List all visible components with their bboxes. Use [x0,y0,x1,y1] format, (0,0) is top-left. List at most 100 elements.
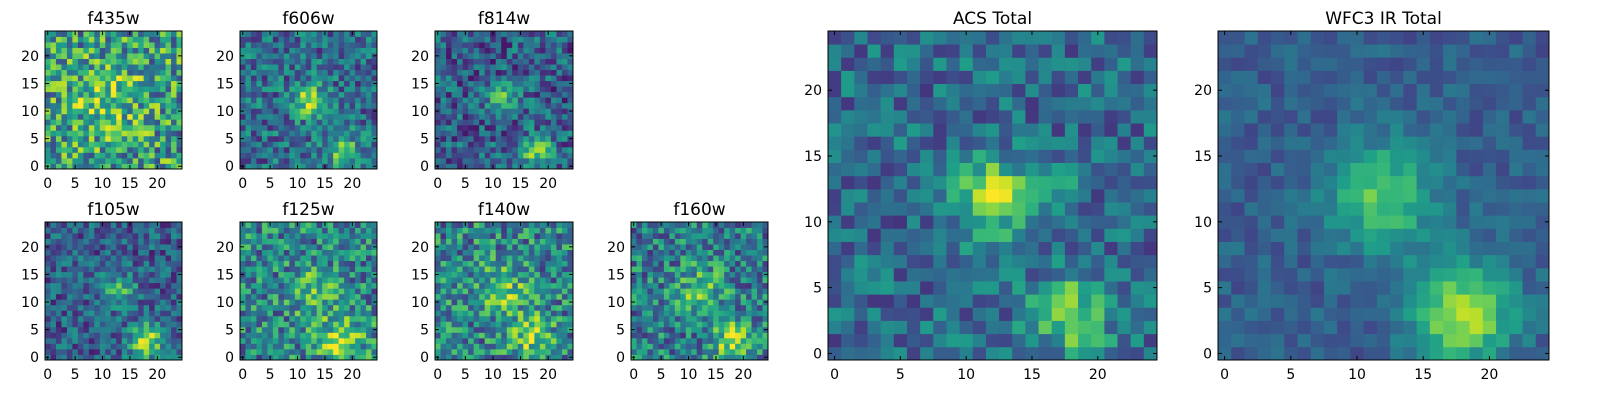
heatmap-cell [652,354,659,361]
heatmap-cell [154,244,161,250]
heatmap-cell [680,348,687,355]
y-tick-label: 10 [607,295,625,311]
heatmap-cell [77,157,84,164]
heatmap-cell [473,119,480,126]
heatmap-cell [127,348,134,355]
heatmap-cell [83,36,90,43]
heatmap-cell [45,277,51,284]
heatmap-cell [735,260,741,267]
heatmap-cell [713,315,720,322]
heatmap-cell [1038,267,1053,282]
heatmap-cell [61,47,68,54]
heatmap-cell [440,58,447,65]
heatmap-cell [355,53,361,59]
heatmap-cell [1051,346,1066,361]
heatmap-cell [906,228,921,242]
heatmap-cell [105,326,112,333]
heatmap-cell [110,315,117,322]
heatmap-cell [250,282,257,289]
heatmap-cell [55,326,62,333]
heatmap-cell [72,119,79,126]
heatmap-cell [561,69,568,76]
heatmap-cell [371,315,378,322]
heatmap-cell [245,146,252,153]
heatmap-cell [751,304,758,311]
x-tick-label: 5 [71,176,80,192]
heatmap-cell [294,108,301,115]
heatmap-cell [261,36,268,43]
heatmap-cell [920,320,934,335]
heatmap-cell [154,97,161,104]
heatmap-cell [261,343,268,350]
heatmap-cell [355,119,361,126]
heatmap-cell [446,102,452,109]
heatmap-cell [121,288,128,295]
heatmap-cell [696,332,703,339]
heatmap-cell [724,321,731,328]
heatmap-cell [685,315,692,322]
heatmap-cell [94,42,101,48]
heatmap-cell [50,260,57,267]
heatmap-cell [366,288,372,295]
heatmap-cell [245,299,252,306]
heatmap-cell [501,36,508,43]
heatmap-cell [165,233,172,239]
heatmap-cell [261,233,268,239]
heatmap-cell [550,58,557,65]
heatmap-cell [132,75,139,82]
heatmap-cell [512,91,519,98]
heatmap-cell [94,108,101,115]
heatmap-cell [495,80,502,87]
heatmap-cell [256,260,263,267]
heatmap-cell [256,354,263,361]
heatmap-cell [72,130,79,137]
heatmap-cell [512,277,519,284]
heatmap-cell [327,326,334,333]
heatmap-cell [50,293,57,300]
heatmap-cell [327,293,334,300]
heatmap-cell [149,113,155,120]
heatmap-cell [1130,333,1145,348]
heatmap-cell [490,80,497,87]
heatmap-cell [83,304,90,311]
heatmap-cell [116,310,123,317]
heatmap-cell [278,277,285,284]
heatmap-cell [105,310,112,317]
heatmap-cell [116,354,123,361]
heatmap-cell [66,222,73,228]
heatmap-cell [245,53,252,59]
heatmap-cell [440,124,447,131]
heatmap-cell [88,288,95,295]
heatmap-cell [545,80,552,87]
heatmap-cell [462,310,469,317]
heatmap-cell [724,238,731,245]
heatmap-cell [457,47,463,54]
heatmap-cell [240,102,246,109]
heatmap-cell [289,321,296,328]
heatmap-cell [479,233,486,239]
heatmap-cell [132,249,139,256]
heatmap-cell [149,36,155,43]
heatmap-cell [176,222,183,228]
heatmap-cell [272,146,279,153]
heatmap-cell [45,332,51,339]
heatmap-cell [550,348,557,355]
heatmap-cell [528,304,535,311]
heatmap-cell [534,222,541,228]
heatmap-cell [66,277,73,284]
heatmap-cell [176,238,183,245]
heatmap-cell [729,227,736,234]
heatmap-cell [631,260,637,267]
heatmap-cell [841,202,855,216]
heatmap-cell [490,238,497,245]
heatmap-cell [261,58,268,65]
heatmap-cell [88,293,95,300]
heatmap-cell [83,337,90,344]
heatmap-cell [171,222,177,228]
heatmap-cell [561,135,568,142]
heatmap-cell [490,124,497,131]
heatmap-cell [534,36,541,43]
heatmap-cell [327,47,334,54]
heatmap-cell [165,315,172,322]
